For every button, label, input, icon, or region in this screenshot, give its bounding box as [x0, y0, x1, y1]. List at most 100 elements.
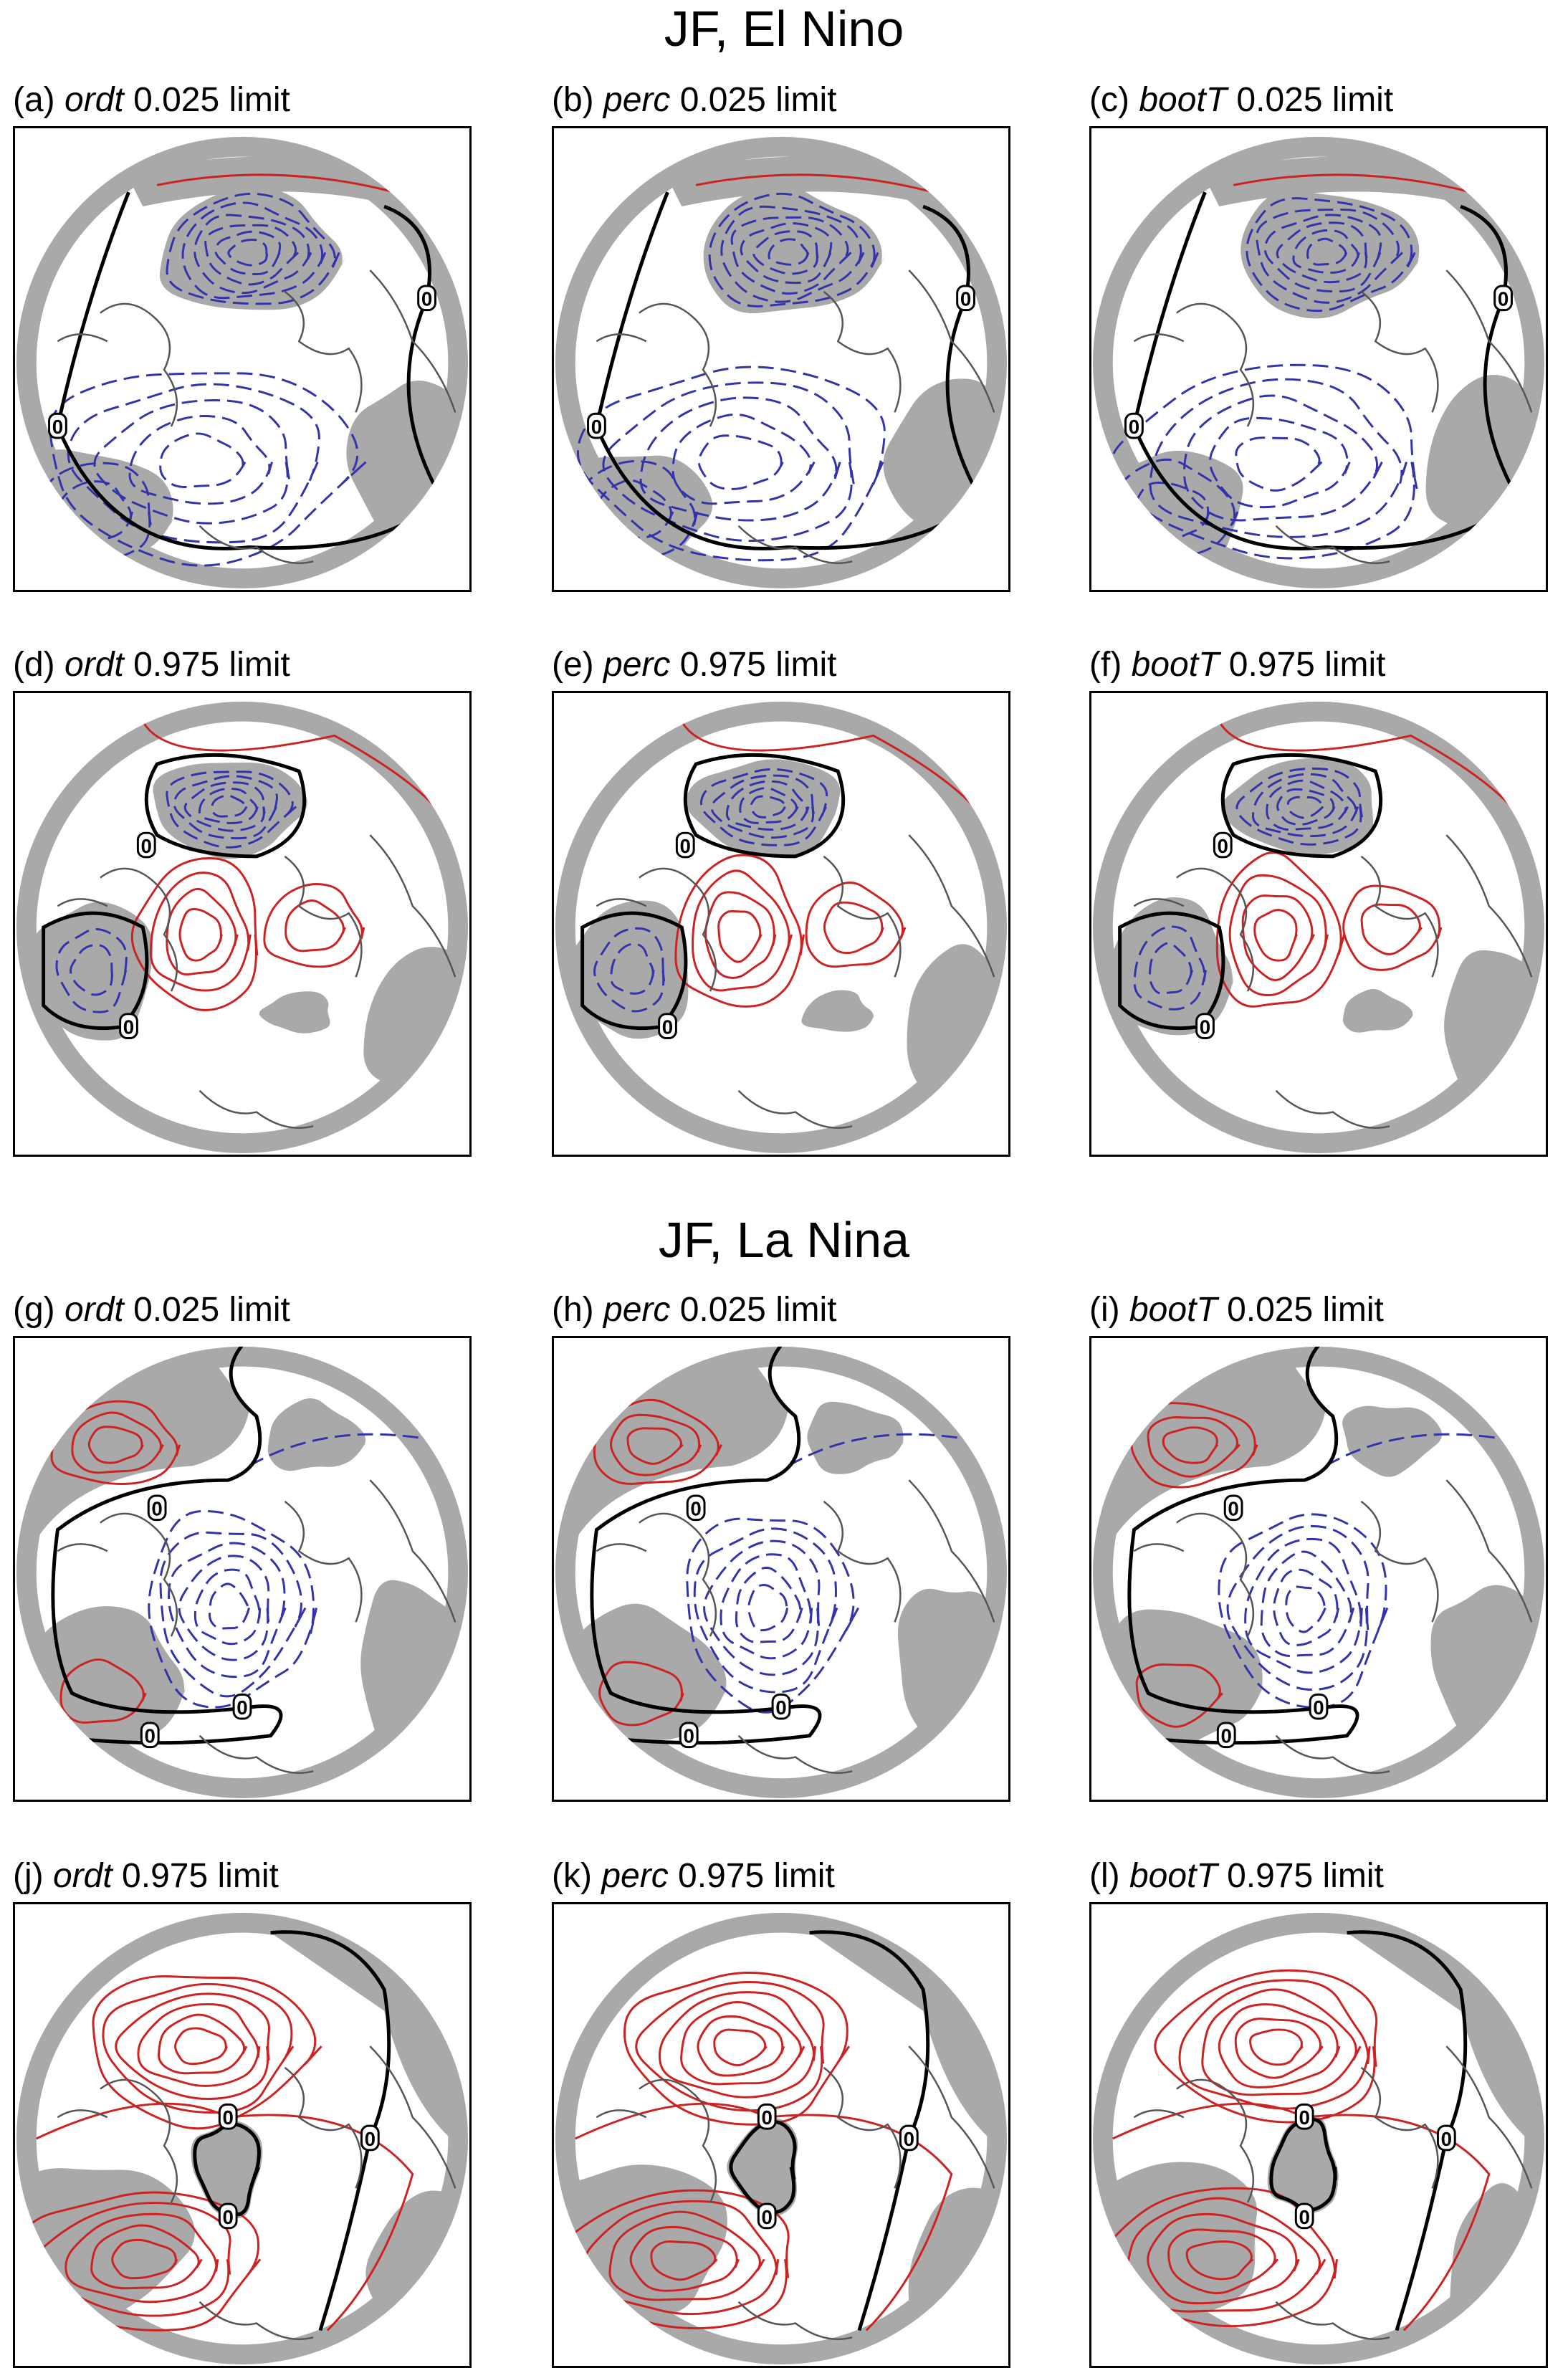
coastline	[284, 290, 363, 413]
coastline	[369, 2045, 456, 2189]
positive-contour	[575, 2102, 953, 2331]
panel-limit: 0.025 limit	[133, 81, 290, 119]
coastline	[284, 855, 363, 978]
coastline	[908, 1479, 995, 1623]
positive-contour	[1147, 1416, 1241, 1478]
polar-map: 0 0 0	[555, 1346, 1008, 1798]
zero-contour-label: 0	[236, 1696, 247, 1719]
zero-contour-label: 0	[662, 1016, 673, 1039]
zero-contour-label: 0	[775, 1696, 786, 1719]
positive-contour	[1342, 884, 1443, 971]
map-panel: (l) bootT 0.975 limit 0 0 0	[1089, 1856, 1548, 2368]
panel-label: (f) bootT 0.975 limit	[1089, 645, 1548, 691]
significance-shading	[159, 186, 348, 310]
coastline	[737, 1734, 853, 1774]
coastline	[57, 1543, 108, 1552]
positive-contour	[1228, 874, 1329, 997]
panel-label: (h) perc 0.025 limit	[552, 1290, 1010, 1336]
coastline	[639, 2078, 717, 2203]
positive-contour	[149, 872, 252, 992]
negative-contour	[697, 434, 784, 490]
significance-shading	[128, 156, 441, 221]
positive-contour	[1125, 2197, 1326, 2313]
map-panel: (b) perc 0.025 limit 0 0	[552, 80, 1010, 592]
positive-contour	[1167, 2228, 1279, 2295]
positive-contour	[1135, 1663, 1223, 1728]
significance-shading	[27, 902, 153, 1041]
zero-contour-label: 0	[141, 835, 152, 857]
panel-label: (d) ordt 0.975 limit	[13, 645, 472, 691]
coastline	[1176, 1512, 1255, 1637]
coastline	[1176, 867, 1255, 992]
coastline	[199, 1734, 314, 1774]
zero-contour-label: 0	[222, 2206, 233, 2228]
positive-contour	[64, 2212, 219, 2303]
positive-contour	[111, 2238, 178, 2280]
negative-contour	[209, 1582, 251, 1630]
zero-contour-label: 0	[222, 2106, 233, 2129]
panel-limit: 0.025 limit	[679, 1291, 837, 1329]
positive-contour	[805, 882, 907, 968]
significance-shading	[809, 1932, 1008, 2153]
significance-shading	[1205, 156, 1518, 221]
negative-contour	[710, 774, 816, 839]
map-frame: 0 0 0	[552, 1336, 1010, 1802]
coastline	[1445, 834, 1533, 978]
negative-contour	[1276, 788, 1336, 826]
zero-contour-label-box	[1124, 412, 1144, 439]
coastline	[1360, 2066, 1439, 2189]
positive-contour	[263, 883, 365, 968]
panel-letter: (e)	[552, 646, 594, 684]
zero-contour	[50, 1346, 283, 1745]
zero-contour-label: 0	[1313, 1696, 1324, 1719]
negative-contour	[1325, 1433, 1532, 1467]
coastline	[823, 290, 902, 413]
significance-shading	[807, 1401, 905, 1474]
negative-contour	[1246, 197, 1416, 312]
zero-contour-label: 0	[52, 416, 63, 438]
coastline	[1360, 1500, 1439, 1623]
negative-contour	[708, 192, 879, 307]
zero-contour	[1127, 1346, 1359, 1745]
coastline	[596, 2109, 647, 2119]
positive-contour	[1178, 1979, 1371, 2110]
polar-map: 00	[555, 701, 1008, 1153]
map-panel: (f) bootT 0.975 limit 0 0	[1089, 645, 1548, 1157]
significance-shading	[267, 1398, 369, 1471]
significance-shading	[1106, 897, 1235, 1036]
zero-contour-label-box	[1216, 1722, 1236, 1749]
coastline	[737, 525, 853, 564]
coastline	[1360, 290, 1439, 413]
zero-contour-label-box	[679, 1722, 699, 1749]
positive-contour	[635, 1981, 825, 2112]
coastline	[823, 2066, 902, 2189]
significance-shading	[1097, 1609, 1266, 1751]
panel-limit: 0.975 limit	[679, 646, 837, 684]
positive-contour	[629, 2225, 740, 2292]
positive-contour	[142, 720, 442, 815]
panel-letter: (c)	[1089, 81, 1129, 119]
negative-contour	[1285, 1585, 1326, 1633]
zero-contour-label-box	[1294, 2202, 1314, 2230]
negative-contour	[159, 1531, 307, 1698]
panel-method: perc	[603, 81, 671, 119]
zero-contour	[42, 911, 149, 1031]
coastline	[1275, 1734, 1390, 1774]
positive-contour	[1360, 903, 1423, 955]
zero-contour-label: 0	[1498, 288, 1509, 310]
zero-contour-label: 0	[1200, 1016, 1210, 1039]
zero-contour-label-box	[218, 2202, 238, 2230]
section-title-el-nino: JF, El Nino	[664, 1, 904, 57]
coastline	[596, 333, 647, 343]
zero-contour-label: 0	[591, 416, 602, 438]
negative-contour	[703, 1539, 821, 1676]
map-frame: 0 0 0	[1089, 1336, 1548, 1802]
zero-contour	[589, 1346, 822, 1745]
positive-contour	[166, 887, 239, 976]
negative-contour	[1273, 1568, 1340, 1646]
panel-method: perc	[601, 1857, 669, 1895]
zero-contour-label-box	[658, 1013, 677, 1039]
significance-shading	[560, 1603, 731, 1745]
